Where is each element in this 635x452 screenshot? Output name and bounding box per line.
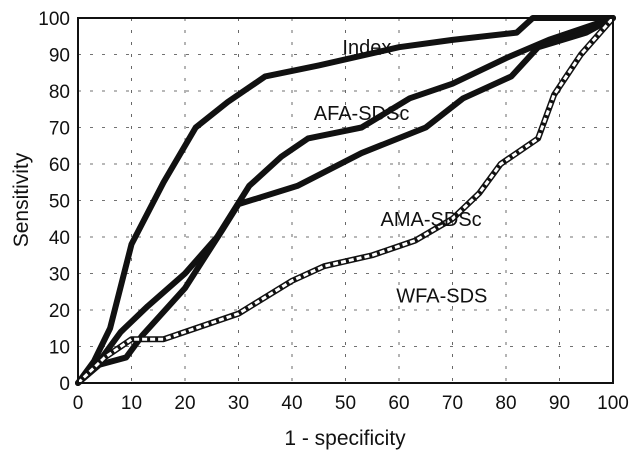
- x-tick-label: 10: [121, 393, 142, 414]
- y-tick-label: 90: [49, 46, 70, 67]
- x-tick-label: 20: [174, 393, 195, 414]
- x-tick-labels: 0 10 20 30 40 50 60 70 80 90 100: [73, 393, 629, 414]
- grid-lines: [78, 18, 613, 383]
- x-tick-label: 90: [549, 393, 570, 414]
- series-line-afa-sdsc: [75, 15, 616, 386]
- y-tick-label: 10: [49, 338, 70, 359]
- series-label-index: Index: [342, 37, 391, 59]
- x-tick-label: 100: [597, 393, 629, 414]
- plot-frame: [77, 17, 614, 384]
- y-tick-label: 80: [49, 82, 70, 103]
- y-tick-label: 20: [49, 301, 70, 322]
- y-tick-labels: 0 10 20 30 40 50 60 70 80 90 100: [38, 9, 70, 395]
- y-tick-label: 40: [49, 228, 70, 249]
- series-label-ama-sdsc: AMA-SDSc: [381, 209, 482, 231]
- x-axis-title: 1 - specificity: [284, 427, 406, 450]
- y-tick-label: 30: [49, 265, 70, 286]
- x-tick-label: 60: [388, 393, 409, 414]
- series-label-wfa-sds: WFA-SDS: [396, 285, 487, 307]
- y-tick-label: 100: [38, 9, 70, 30]
- x-tick-label: 0: [73, 393, 84, 414]
- y-tick-label: 70: [49, 119, 70, 140]
- y-tick-label: 60: [49, 155, 70, 176]
- y-tick-label: 50: [49, 192, 70, 213]
- y-tick-label: 0: [59, 374, 70, 395]
- x-tick-label: 30: [228, 393, 249, 414]
- x-tick-label: 50: [335, 393, 356, 414]
- series-lines: [75, 15, 616, 386]
- x-tick-label: 40: [281, 393, 302, 414]
- x-tick-label: 70: [442, 393, 463, 414]
- series-line-ama-sdsc: [75, 15, 616, 386]
- y-axis-title: Sensitivity: [10, 152, 33, 247]
- series-label-afa-sdsc: AFA-SDSc: [314, 103, 410, 125]
- x-tick-label: 80: [495, 393, 516, 414]
- series-labels: Index AFA-SDSc AMA-SDSc WFA-SDS: [314, 37, 488, 307]
- series-line-index: [75, 15, 616, 386]
- series-line-wfa-sds: [76, 17, 615, 385]
